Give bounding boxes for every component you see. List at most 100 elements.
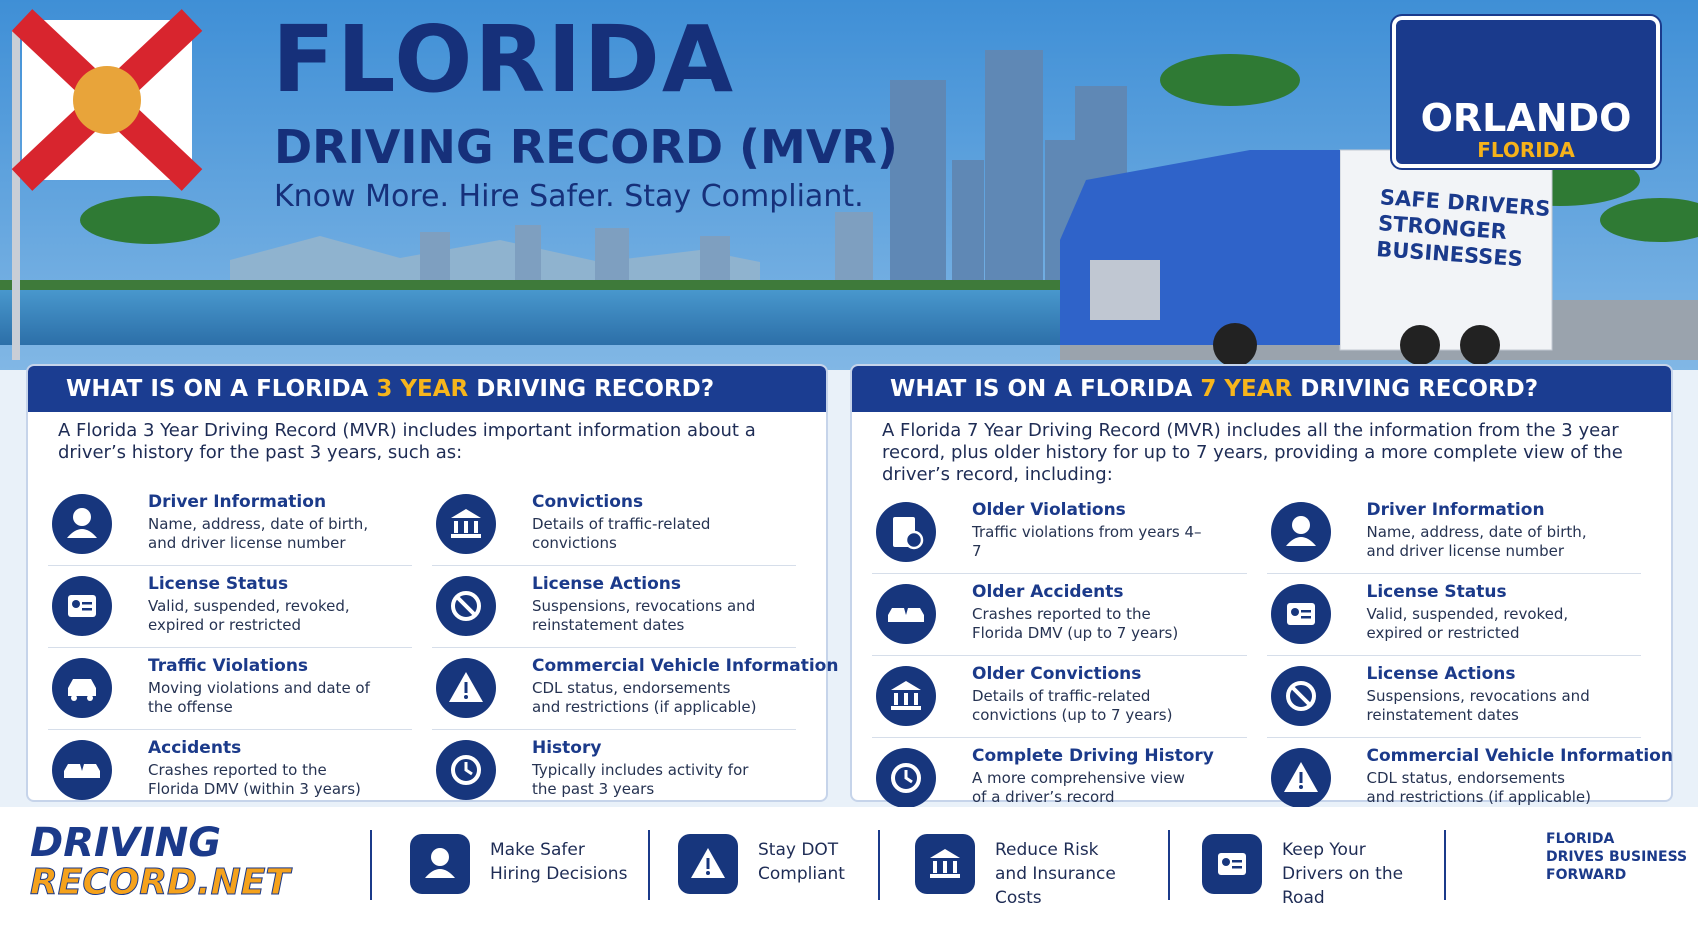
- item-description: Moving violations and date of the offens…: [148, 679, 370, 716]
- sign-city: ORLANDO: [1420, 96, 1632, 140]
- item-grid: Older Violations Traffic violations from …: [872, 492, 1673, 820]
- item-icon: [52, 740, 112, 800]
- item-icon: [876, 748, 936, 808]
- item-description: Name, address, date of birth, and driver…: [148, 515, 369, 552]
- item-icon: [876, 502, 936, 562]
- record-item: License Status Valid, suspended, revoked,…: [48, 566, 412, 648]
- record-item: License Status Valid, suspended, revoked,…: [1266, 574, 1641, 656]
- icon: [1271, 502, 1331, 562]
- benefit-text: Make Safer Hiring Decisions: [490, 840, 628, 884]
- icon: [52, 494, 112, 554]
- logo-top: DRIVING: [30, 820, 222, 866]
- item-icon: [52, 658, 112, 718]
- item-title: Commercial Vehicle Information: [1366, 746, 1673, 766]
- tagline-line: FORWARD: [1546, 867, 1627, 883]
- item-title: Complete Driving History: [972, 746, 1214, 766]
- item-title: History: [532, 738, 602, 758]
- panel-intro: A Florida 7 Year Driving Record (MVR) in…: [882, 420, 1623, 485]
- panel-heading: WHAT IS ON A FLORIDA 7 YEAR DRIVING RECO…: [852, 366, 1671, 412]
- icon: [1271, 584, 1331, 644]
- icon: [876, 584, 936, 644]
- icon: [410, 834, 470, 894]
- subtitle: DRIVING RECORD (MVR): [274, 120, 898, 174]
- item-description: CDL status, endorsements and restriction…: [1366, 769, 1592, 806]
- icon: [436, 576, 496, 636]
- record-item: Older Convictions Details of traffic-rela…: [872, 656, 1247, 738]
- heading-text: WHAT IS ON A FLORIDA: [66, 376, 377, 402]
- item-icon: [1270, 584, 1331, 644]
- item-icon: [436, 740, 496, 800]
- item-icon: [1270, 666, 1331, 726]
- item-title: Convictions: [532, 492, 644, 512]
- icon: [876, 666, 936, 726]
- icon: [678, 834, 738, 894]
- item-icon: [52, 494, 112, 554]
- record-item: History Typically includes activity for t…: [432, 730, 796, 812]
- benefit-text: Stay DOT Compliant: [758, 840, 845, 884]
- record-item: License Actions Suspensions, revocations …: [432, 566, 796, 648]
- icon: [436, 658, 496, 718]
- item-title: Older Convictions: [972, 664, 1142, 684]
- record-item: Driver Information Name, address, date of…: [48, 484, 412, 566]
- item-title: License Actions: [532, 574, 682, 594]
- tagline-line: DRIVES BUSINESS: [1546, 849, 1688, 865]
- item-description: CDL status, endorsements and restriction…: [532, 679, 757, 716]
- tagline: Know More. Hire Safer. Stay Compliant.: [274, 179, 864, 214]
- sign-state: FLORIDA: [1477, 138, 1575, 162]
- logo-bottom: RECORD.NET: [30, 862, 291, 904]
- tagline-line: FLORIDA: [1546, 831, 1615, 847]
- icon: [876, 502, 936, 562]
- item-description: Crashes reported to the Florida DMV (wit…: [148, 761, 361, 798]
- icon: [52, 658, 112, 718]
- separator: [878, 830, 880, 900]
- item-description: Valid, suspended, revoked, expired or re…: [148, 597, 350, 634]
- item-description: Traffic violations from years 4–7: [972, 523, 1202, 560]
- icon: [52, 576, 112, 636]
- panel-3-year: WHAT IS ON A FLORIDA 3 YEAR DRIVING RECO…: [26, 364, 838, 802]
- record-item: Older Accidents Crashes reported to the F…: [872, 574, 1247, 656]
- benefit-icon: [1202, 834, 1262, 894]
- separator: [1444, 830, 1446, 900]
- item-icon: [436, 494, 496, 554]
- benefit-icon: [915, 834, 975, 894]
- panel-intro: A Florida 3 Year Driving Record (MVR) in…: [58, 420, 756, 463]
- item-description: Details of traffic-related convictions (…: [972, 687, 1173, 724]
- item-icon: [1270, 748, 1331, 808]
- item-title: Traffic Violations: [148, 656, 309, 676]
- record-item: Commercial Vehicle Information CDL status…: [432, 648, 838, 730]
- icon: [915, 834, 975, 894]
- record-item: Complete Driving History A more comprehen…: [872, 738, 1247, 820]
- icon: [1271, 666, 1331, 726]
- footer-tagline: FLORIDA DRIVES BUSINESS FORWARD: [1546, 830, 1687, 884]
- benefit-icon: [410, 834, 470, 894]
- separator: [370, 830, 372, 900]
- item-title: Accidents: [148, 738, 242, 758]
- item-description: Details of traffic-related convictions: [532, 515, 711, 552]
- icon: [436, 494, 496, 554]
- benefit-text: Keep Your Drivers on the Road: [1282, 840, 1404, 908]
- item-title: License Actions: [1366, 664, 1516, 684]
- record-item: Commercial Vehicle Information CDL status…: [1267, 738, 1673, 820]
- icon: [52, 740, 112, 800]
- separator: [648, 830, 650, 900]
- item-icon: [1270, 502, 1331, 562]
- item-icon: [876, 666, 936, 726]
- icon: [436, 740, 496, 800]
- panel-heading: WHAT IS ON A FLORIDA 3 YEAR DRIVING RECO…: [28, 366, 826, 412]
- record-item: Traffic Violations Moving violations and …: [48, 648, 412, 730]
- record-item: Convictions Details of traffic-related co…: [432, 484, 796, 566]
- orlando-sign: ORLANDO FLORIDA: [1392, 16, 1660, 168]
- item-title: Commercial Vehicle Information: [532, 656, 839, 676]
- heading-highlight: 3 YEAR: [376, 376, 469, 402]
- item-icon: [876, 584, 936, 644]
- heading-text: DRIVING RECORD?: [1292, 376, 1539, 402]
- panel-7-year: WHAT IS ON A FLORIDA 7 YEAR DRIVING RECO…: [850, 364, 1673, 808]
- benefit-icon: [678, 834, 738, 894]
- item-icon: [52, 576, 112, 636]
- item-description: Suspensions, revocations and reinstateme…: [1366, 687, 1590, 724]
- record-item: Driver Information Name, address, date of…: [1266, 492, 1641, 574]
- truck-text: SAFE DRIVERS STRONGER BUSINESSES: [1375, 184, 1552, 274]
- item-title: Older Accidents: [972, 582, 1124, 602]
- icon: [1202, 834, 1262, 894]
- title: FLORIDA: [272, 6, 736, 113]
